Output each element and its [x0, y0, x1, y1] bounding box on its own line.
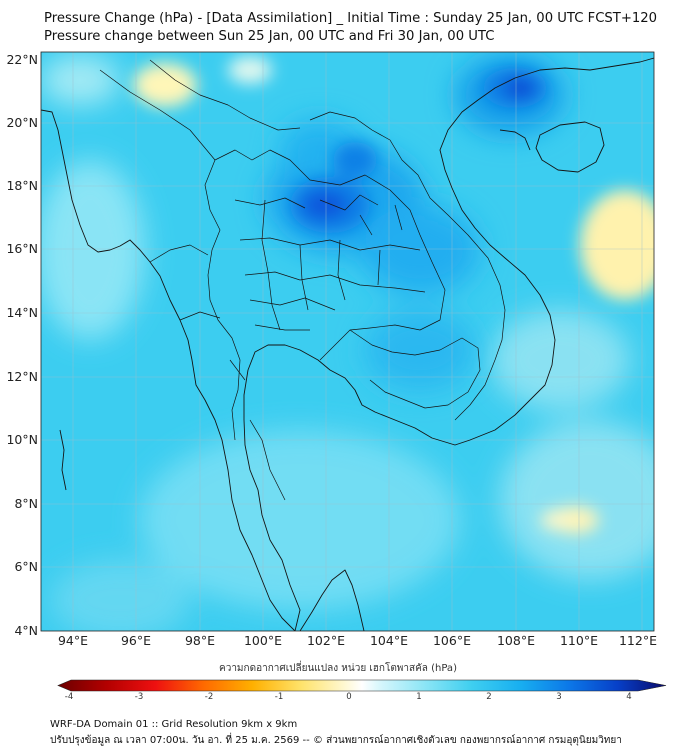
colorbar-tick: 2 — [486, 692, 492, 702]
lat-label: 16°N — [6, 241, 38, 256]
lat-label: 6°N — [14, 559, 38, 574]
lat-label: 18°N — [6, 178, 38, 193]
lon-label: 98°E — [185, 633, 215, 648]
colorbar-tick: -2 — [204, 692, 214, 702]
lon-label: 100°E — [244, 633, 282, 648]
lon-label: 112°E — [619, 633, 657, 648]
lat-label: 4°N — [14, 623, 38, 638]
lat-label: 8°N — [14, 496, 38, 511]
lon-label: 104°E — [370, 633, 408, 648]
footer-update-info: ปรับปรุงข้อมูล ณ เวลา 07:00น. วัน อา. ที… — [50, 735, 622, 746]
lon-label: 108°E — [497, 633, 535, 648]
colorbar-tick: -1 — [274, 692, 284, 702]
map-border — [40, 51, 655, 632]
lat-label: 22°N — [6, 52, 38, 67]
pressure-field — [41, 52, 654, 631]
lat-label: 14°N — [6, 305, 38, 320]
colorbar-tick: 0 — [346, 692, 352, 702]
chart-title: Pressure Change (hPa) - [Data Assimilati… — [44, 11, 658, 26]
colorbar-tick: 3 — [556, 692, 562, 702]
longitude-labels: 94°E 96°E 98°E 100°E 102°E 104°E 106°E 1… — [58, 633, 657, 648]
lon-label: 102°E — [307, 633, 345, 648]
colorbar-title: ความกดอากาศเปลี่ยนแปลง หน่วย เฮกโตพาสคัล… — [219, 663, 457, 674]
latitude-labels: 22°N 20°N 18°N 16°N 14°N 12°N 10°N 8°N 6… — [6, 52, 38, 638]
grid-lines — [41, 52, 654, 631]
chart-subtitle: Pressure change between Sun 25 Jan, 00 U… — [44, 29, 495, 44]
footer-model-info: WRF-DA Domain 01 :: Grid Resolution 9km … — [50, 719, 298, 730]
lon-label: 94°E — [58, 633, 88, 648]
coastlines — [41, 57, 654, 631]
colorbar — [57, 679, 667, 692]
lat-label: 10°N — [6, 432, 38, 447]
pressure-change-map: 22°N 20°N 18°N 16°N 14°N 12°N 10°N 8°N 6… — [6, 51, 657, 648]
colorbar-tick: 4 — [626, 692, 632, 702]
lon-label: 110°E — [560, 633, 598, 648]
lat-label: 12°N — [6, 369, 38, 384]
colorbar-tick: -4 — [64, 692, 74, 702]
colorbar-scale — [57, 679, 667, 692]
admin-borders — [99, 59, 506, 501]
lat-label: 20°N — [6, 115, 38, 130]
lon-label: 96°E — [121, 633, 151, 648]
colorbar-tick: -3 — [134, 692, 144, 702]
lon-label: 106°E — [433, 633, 471, 648]
colorbar-tick: 1 — [416, 692, 422, 702]
